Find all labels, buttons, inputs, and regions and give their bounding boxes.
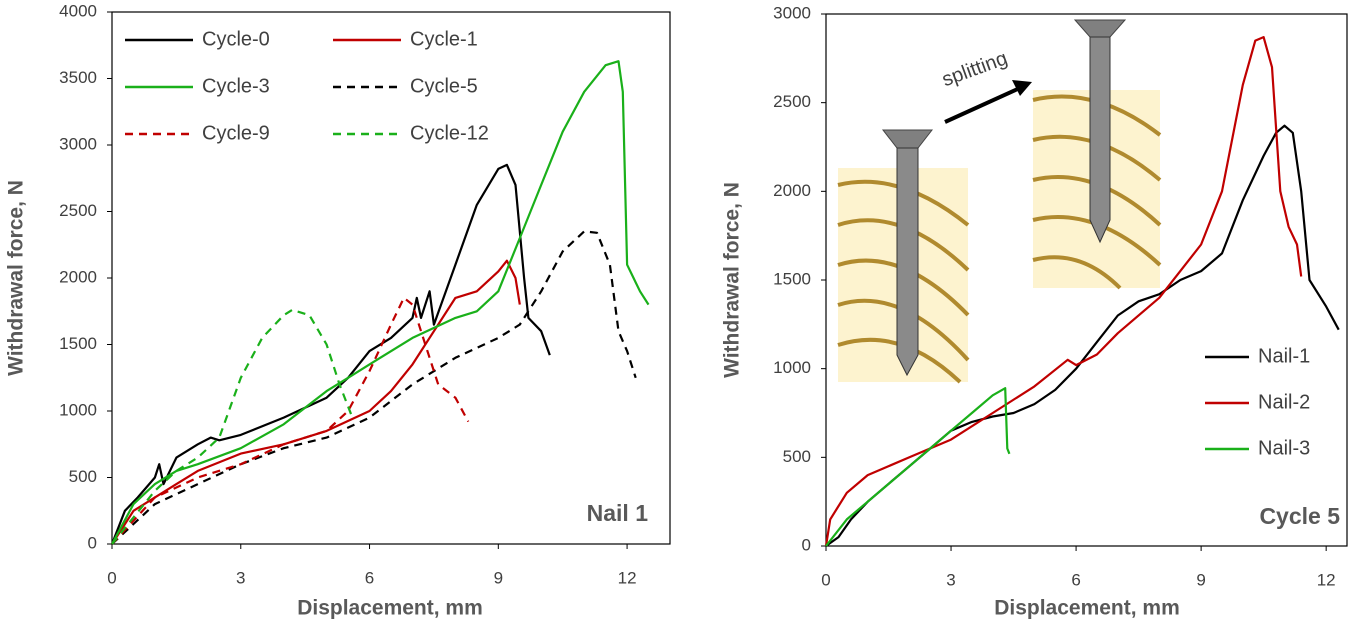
x-tick-label: 6 xyxy=(365,568,374,587)
legend-label: Nail-2 xyxy=(1258,391,1310,413)
series-line xyxy=(111,308,354,545)
y-tick-label: 500 xyxy=(783,447,811,466)
series-line xyxy=(824,36,1303,547)
y-tick-label: 500 xyxy=(69,467,97,486)
legend-label: Cycle-12 xyxy=(410,122,489,144)
series-line xyxy=(825,387,1011,547)
legend-label: Nail-1 xyxy=(1258,345,1310,367)
screw-head xyxy=(881,129,934,149)
inset-illustration: splitting xyxy=(837,19,1162,384)
x-tick-label: 9 xyxy=(1196,570,1205,589)
y-tick-label: 4000 xyxy=(59,1,97,20)
x-tick-label: 0 xyxy=(107,568,116,587)
y-tick-label: 3000 xyxy=(773,3,811,22)
series-line xyxy=(110,163,551,545)
x-tick-label: 3 xyxy=(236,568,245,587)
x-tick-label: 3 xyxy=(946,570,955,589)
arrow-head xyxy=(1012,80,1032,96)
series-line xyxy=(111,259,521,545)
y-tick-label: 1500 xyxy=(59,334,97,353)
x-tick-label: 6 xyxy=(1071,570,1080,589)
y-tick-label: 2500 xyxy=(59,201,97,220)
x-tick-label: 9 xyxy=(494,568,503,587)
x-tick-label: 12 xyxy=(618,568,637,587)
legend-label: Nail-3 xyxy=(1258,437,1310,459)
series-line xyxy=(111,230,637,545)
y-tick-label: 1500 xyxy=(773,269,811,288)
annotation: Nail 1 xyxy=(587,500,649,526)
y-tick-label: 1000 xyxy=(59,400,97,419)
x-axis-label: Displacement, mm xyxy=(994,597,1180,620)
arrow-shaft xyxy=(944,85,1023,124)
legend-label: Cycle-1 xyxy=(410,28,478,50)
x-tick-label: 0 xyxy=(821,570,830,589)
series-line xyxy=(111,60,650,545)
x-tick-label: 12 xyxy=(1317,570,1336,589)
y-tick-label: 2500 xyxy=(773,92,811,111)
y-tick-label: 2000 xyxy=(59,267,97,286)
y-tick-label: 3500 xyxy=(59,68,97,87)
annotation: Cycle 5 xyxy=(1259,503,1340,529)
series-line xyxy=(111,296,470,545)
screw-shank xyxy=(896,147,919,377)
y-axis-label: Withdrawal force, N xyxy=(5,180,28,376)
legend-label: Cycle-3 xyxy=(202,75,270,97)
legend-label: Cycle-5 xyxy=(410,75,478,97)
y-axis-label: Withdrawal force, N xyxy=(721,182,744,378)
legend-label: Cycle-9 xyxy=(202,122,270,144)
y-tick-label: 0 xyxy=(802,535,811,554)
y-tick-label: 3000 xyxy=(59,134,97,153)
y-tick-label: 0 xyxy=(88,533,97,552)
y-tick-label: 2000 xyxy=(773,181,811,200)
x-axis-label: Displacement, mm xyxy=(297,597,483,620)
legend-label: Cycle-0 xyxy=(202,28,270,50)
inset-label: splitting xyxy=(939,47,1010,91)
screw-shank xyxy=(1089,36,1111,244)
y-tick-label: 1000 xyxy=(773,358,811,377)
screw-head xyxy=(1073,19,1127,38)
